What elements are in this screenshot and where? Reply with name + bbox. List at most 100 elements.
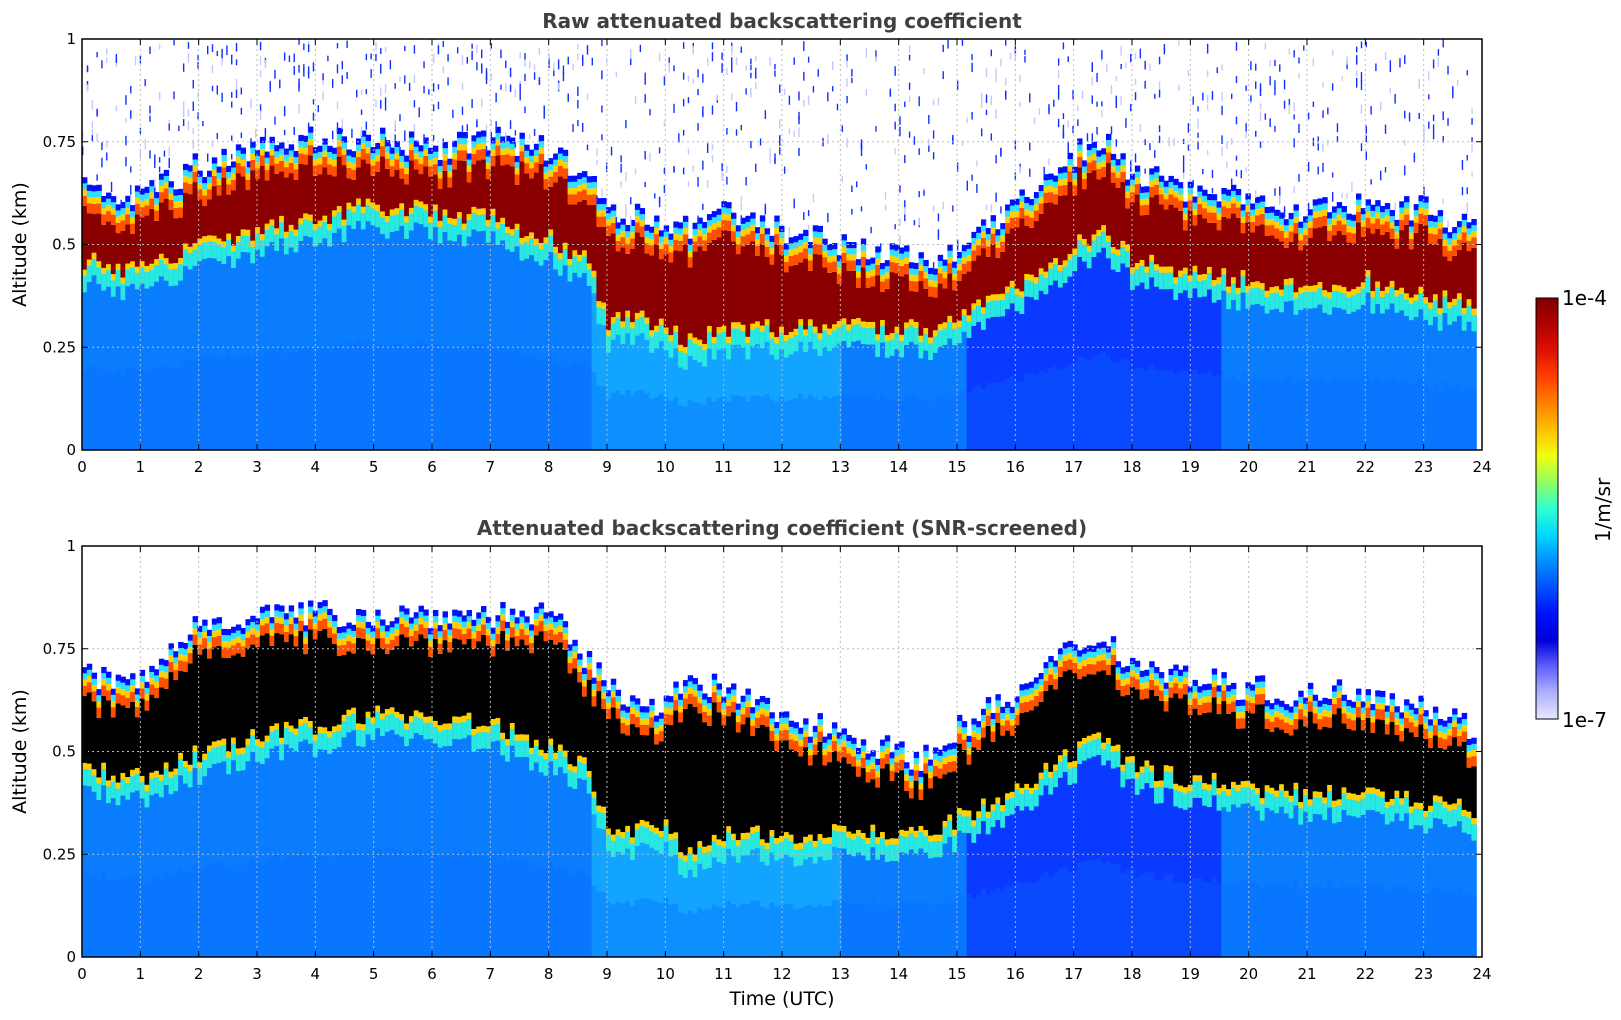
heatmap-column <box>1115 75 1122 450</box>
heatmap-column <box>500 602 506 957</box>
heatmap-column <box>423 609 429 957</box>
heatmap-column <box>706 58 713 450</box>
heatmap-column <box>404 45 410 450</box>
heatmap-column <box>764 110 771 450</box>
heatmap-column <box>827 92 833 450</box>
heatmap-column <box>1197 106 1203 450</box>
heatmap-column <box>639 44 646 450</box>
heatmap-column <box>644 72 650 450</box>
heatmap-column <box>216 50 223 450</box>
heatmap-column <box>149 46 155 450</box>
heatmap-column <box>509 67 516 450</box>
heatmap-column <box>1009 706 1016 957</box>
heatmap-column <box>394 617 400 957</box>
heatmap-column <box>1389 693 1396 957</box>
heatmap-column <box>591 677 597 957</box>
heatmap-column <box>226 629 232 957</box>
heatmap-column <box>1048 655 1054 957</box>
heatmap-column <box>553 62 559 450</box>
heatmap-column <box>317 602 323 957</box>
heatmap-column <box>173 651 179 957</box>
heatmap-column <box>1245 682 1251 957</box>
heatmap-column <box>1149 661 1155 957</box>
heatmap-column <box>942 44 948 450</box>
heatmap-column <box>490 43 497 450</box>
heatmap-column <box>110 181 117 450</box>
heatmap-column <box>702 73 708 450</box>
heatmap-column <box>759 138 766 450</box>
heatmap-column <box>1019 75 1025 450</box>
x-tick-label: 12 <box>772 965 791 983</box>
heatmap-column <box>447 623 453 957</box>
heatmap-column <box>413 612 420 957</box>
heatmap-column <box>1130 54 1136 450</box>
heatmap-column <box>1005 40 1011 450</box>
heatmap-column <box>1341 694 1347 957</box>
y-tick-label: 0.5 <box>52 236 76 254</box>
x-tick-label: 22 <box>1356 965 1375 983</box>
heatmap-column <box>351 128 357 450</box>
heatmap-column <box>1178 40 1184 450</box>
panel-screened: Attenuated backscattering coefficient (S… <box>9 516 1492 1010</box>
heatmap-column <box>711 673 718 957</box>
heatmap-column <box>601 680 607 957</box>
heatmap-column <box>134 688 141 957</box>
heatmap-column <box>952 742 958 957</box>
heatmap-column <box>856 747 862 957</box>
heatmap-column <box>1168 668 1174 957</box>
heatmap-column <box>197 625 203 957</box>
heatmap-column <box>1057 58 1064 450</box>
heatmap-column <box>1327 698 1333 957</box>
heatmap-column <box>384 47 391 450</box>
heatmap-column <box>1394 93 1400 450</box>
heatmap-column <box>956 714 963 957</box>
heatmap-column <box>567 644 573 957</box>
heatmap-column <box>1240 170 1247 450</box>
heatmap-column <box>384 625 391 957</box>
x-tick-label: 18 <box>1122 458 1141 476</box>
heatmap-column <box>572 64 578 450</box>
heatmap-column <box>91 672 98 957</box>
x-tick-label: 7 <box>486 458 496 476</box>
heatmap-column <box>952 134 958 450</box>
heatmap-column <box>990 49 997 450</box>
heatmap-column <box>168 643 174 957</box>
heatmap-column <box>1216 685 1222 957</box>
heatmap-column <box>1077 650 1083 957</box>
heatmap-column <box>144 681 150 957</box>
heatmap-column <box>82 130 88 450</box>
heatmap-column <box>1351 181 1357 450</box>
x-tick-label: 10 <box>656 965 675 983</box>
heatmap-column <box>216 617 223 957</box>
x-tick-label: 18 <box>1122 965 1141 983</box>
heatmap-column <box>649 109 655 450</box>
heatmap-column <box>1404 55 1410 450</box>
heatmap-column <box>586 650 593 957</box>
heatmap-column <box>812 86 819 450</box>
x-tick-label: 5 <box>369 458 379 476</box>
heatmap-column <box>187 634 194 957</box>
heatmap-column <box>1096 642 1102 957</box>
panel-screened-title: Attenuated backscattering coefficient (S… <box>477 516 1087 540</box>
heatmap-column <box>432 53 439 450</box>
heatmap-column <box>1144 60 1150 450</box>
heatmap-column <box>288 605 295 957</box>
heatmap-column <box>1120 667 1126 957</box>
heatmap-column <box>1432 59 1439 450</box>
heatmap-column <box>365 53 372 450</box>
heatmap-column <box>985 697 992 957</box>
heatmap-column <box>1331 685 1338 957</box>
heatmap-column <box>1370 703 1376 957</box>
heatmap-column <box>827 733 833 957</box>
x-tick-label: 1 <box>136 458 146 476</box>
heatmap-column <box>163 150 170 450</box>
heatmap-column <box>1154 93 1160 450</box>
heatmap-column <box>471 43 477 450</box>
heatmap-column <box>880 243 886 450</box>
heatmap-column <box>158 658 165 957</box>
heatmap-column <box>1139 670 1146 957</box>
heatmap-column <box>947 743 953 957</box>
heatmap-column <box>178 125 184 450</box>
heatmap-column <box>529 60 535 450</box>
